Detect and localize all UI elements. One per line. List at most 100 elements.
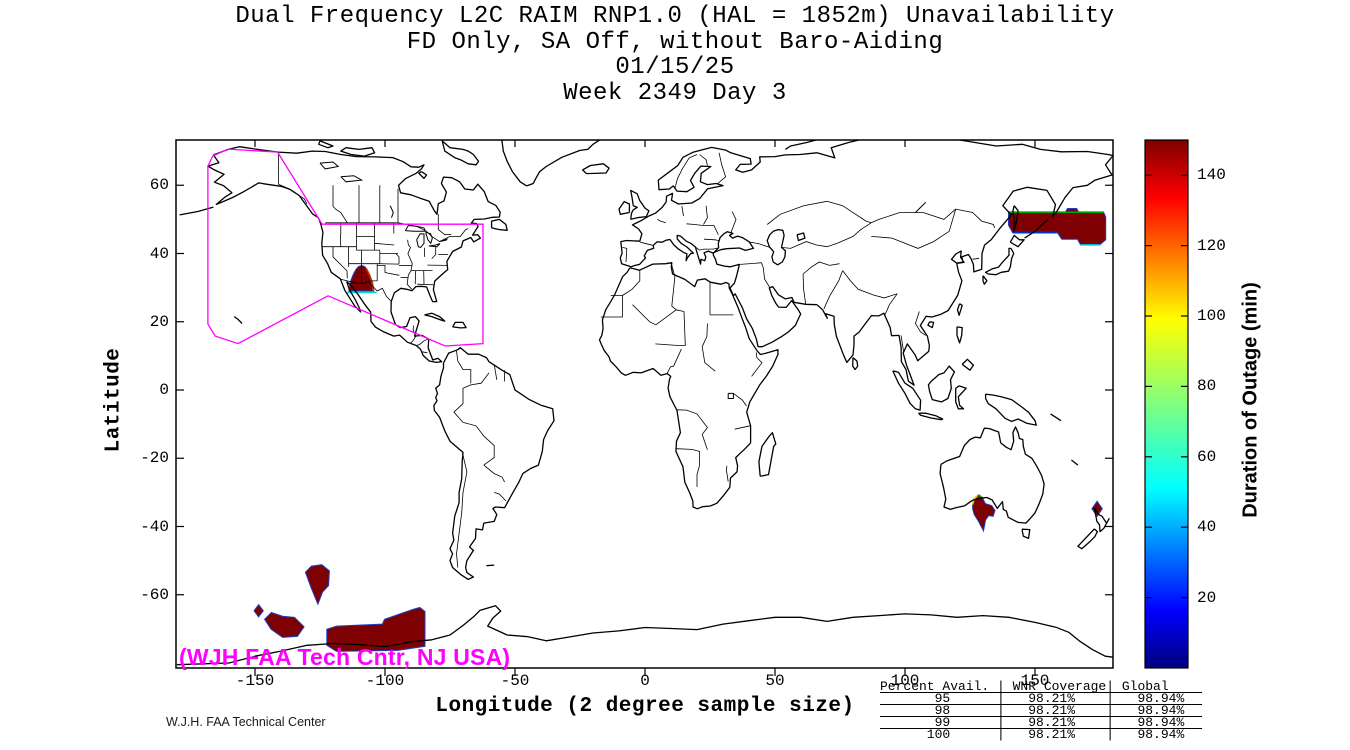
x-tick-label: 0 — [640, 672, 650, 690]
colorbar-tick-label: 80 — [1197, 377, 1217, 396]
lake-outline — [404, 224, 427, 232]
country-border — [622, 270, 641, 296]
waas-coverage-boundary — [207, 148, 484, 347]
country-border — [431, 246, 437, 259]
availability-stats-table: Percent Avail. | WNR Coverage| Global 95… — [880, 680, 1202, 742]
coastline — [961, 358, 975, 371]
coastline — [500, 140, 601, 187]
y-tick-label: 40 — [149, 244, 169, 263]
y-tick-label: -20 — [140, 449, 169, 468]
lake-outline — [915, 201, 927, 213]
plot-title-line1: Dual Frequency L2C RAIM RNP1.0 (HAL = 18… — [235, 3, 1115, 30]
outage-fringe — [977, 494, 983, 499]
country-border — [406, 239, 413, 290]
country-border — [437, 214, 452, 236]
country-border — [367, 263, 378, 282]
y-tick-label: 60 — [149, 176, 169, 195]
coastline — [486, 564, 495, 567]
country-border — [332, 185, 348, 224]
lake-outline — [319, 161, 340, 170]
coastline — [619, 140, 1113, 386]
coastline — [176, 605, 1113, 666]
y-tick-label: 20 — [149, 312, 169, 331]
colorbar-tick-label: 100 — [1197, 307, 1226, 325]
outage-region-s-pacific-diamond — [253, 603, 264, 618]
colorbar-tick-label: 120 — [1197, 236, 1226, 255]
coastline — [984, 393, 1037, 426]
stats-table-row: 98 | 98.21% | 98.94% — [880, 704, 1202, 717]
country-border — [972, 257, 980, 260]
country-border — [332, 246, 348, 279]
outage-region-s-pacific-1 — [304, 564, 330, 606]
country-border — [397, 222, 469, 243]
outage-region-s-pacific-2 — [263, 611, 305, 638]
lake-outline — [727, 392, 734, 399]
country-border — [681, 206, 684, 217]
coastline — [1093, 507, 1110, 533]
stats-table-row: 100 | 98.21% | 98.94% — [880, 727, 1185, 742]
y-tick-label: -60 — [140, 585, 169, 604]
colorbar-tick-label: 60 — [1197, 447, 1217, 466]
axis-ticks — [176, 140, 1113, 676]
country-border — [884, 293, 898, 316]
x-tick-label: 50 — [765, 672, 785, 690]
country-border — [914, 311, 927, 336]
lake-outline — [425, 231, 433, 245]
country-border — [717, 152, 727, 184]
country-border — [683, 311, 686, 346]
country-border — [955, 208, 996, 229]
country-border — [781, 222, 872, 249]
country-border — [686, 223, 719, 235]
coastline — [490, 218, 508, 231]
country-border — [671, 264, 677, 311]
coastline — [1024, 218, 1049, 239]
coastline — [956, 326, 963, 344]
country-border — [339, 222, 342, 247]
country-border — [600, 295, 623, 318]
coastline — [1077, 528, 1099, 550]
country-border — [823, 270, 843, 309]
coastline — [581, 163, 610, 175]
outage-region-tasman-diamond — [1091, 500, 1103, 518]
coastline — [1050, 413, 1062, 422]
coastline — [1021, 528, 1031, 540]
coastline — [892, 370, 922, 411]
lake-outline — [389, 205, 394, 218]
country-border — [766, 200, 872, 225]
country-border — [734, 425, 751, 430]
y-tick-label: 0 — [159, 381, 169, 399]
country-border — [278, 183, 308, 205]
coastline — [233, 316, 243, 324]
credits-block: W.J.H. FAA Technical Center WAAS Test Te… — [166, 686, 326, 750]
outage-region-bellingshausen — [326, 606, 426, 652]
country-border — [483, 464, 505, 483]
country-border — [493, 364, 498, 380]
colorbar-tick-label: 140 — [1197, 166, 1226, 185]
country-border — [632, 304, 685, 326]
coastline — [852, 357, 859, 371]
country-border — [900, 335, 905, 353]
country-border — [740, 262, 762, 265]
coastline — [1009, 234, 1025, 248]
coastline — [340, 147, 376, 157]
coastline — [618, 200, 631, 215]
coastline — [441, 140, 480, 166]
map-credit-text: (WJH FAA Tech Cntr, NJ USA) — [179, 644, 511, 670]
coastline — [785, 140, 817, 150]
country-border — [842, 270, 898, 299]
country-border — [622, 247, 628, 263]
x-tick-label: -100 — [365, 672, 405, 690]
country-border — [416, 338, 429, 346]
x-tick-label: -150 — [235, 672, 275, 690]
plot-title-line2: FD Only, SA Off, without Baro-Aiding — [406, 29, 944, 56]
lake-outline — [438, 238, 449, 243]
colorbar-tick-label: 40 — [1197, 518, 1217, 537]
country-border — [871, 208, 957, 249]
country-border — [417, 283, 435, 286]
lake-outline — [428, 243, 441, 248]
coastline — [927, 321, 935, 329]
coastline — [939, 426, 1045, 524]
coastline — [758, 432, 777, 477]
colorbar — [1144, 139, 1189, 669]
